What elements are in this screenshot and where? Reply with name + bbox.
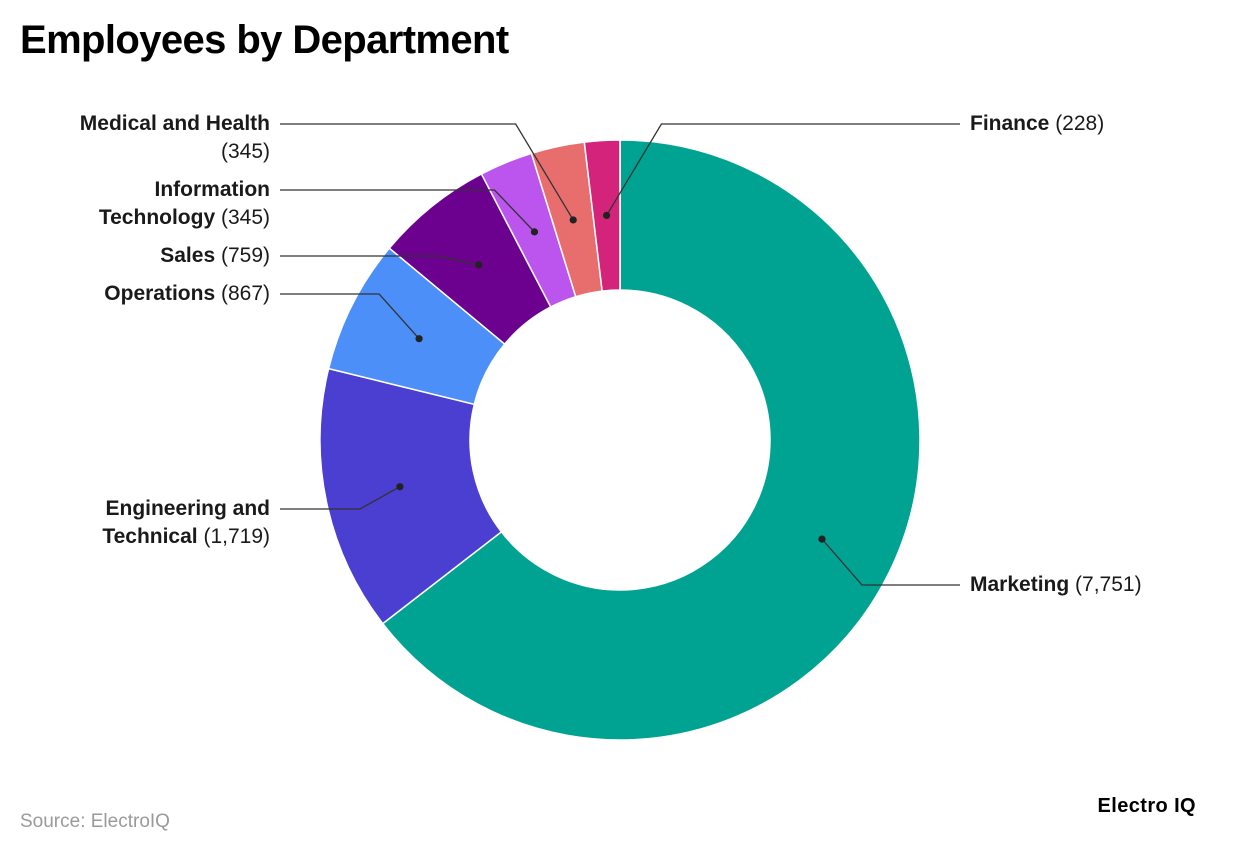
label-name: Technology [99,206,216,229]
label-sales-line-1: Sales (759) [160,244,270,267]
leader-dot-sales [475,261,483,269]
label-information-technology-line-2: Technology (345) [99,206,270,229]
label-information-technology-line-1: Information [155,178,271,201]
label-medical-and-health-line-2: (345) [221,140,270,163]
label-value: (7,751) [1069,573,1141,596]
leader-dot-finance [602,211,611,219]
leader-dot-operations [415,335,423,343]
label-marketing-line-1: Marketing (7,751) [970,573,1142,596]
source-note: Source: ElectroIQ [20,811,170,832]
label-name: Engineering and [105,497,270,520]
leader-dot-medical-and-health [569,216,577,224]
slices-group [319,139,921,741]
slice-finance [583,139,621,292]
label-value: (345) [221,140,270,163]
slice-marketing [381,139,921,741]
label-value: (867) [215,282,270,305]
leader-line-information-technology [280,189,535,233]
leader-line-sales [280,255,479,266]
label-value: (759) [215,244,270,267]
label-finance-line-1: Finance (228) [970,112,1104,135]
labels-group: Marketing (7,751) Engineering and Technica… [80,112,1142,596]
label-value: (345) [215,206,270,229]
label-name: Technical [102,525,197,548]
leader-line-medical-and-health [280,123,574,221]
leader-line-marketing [821,538,960,586]
label-name: Finance [970,112,1049,135]
label-engineering-and-technical-line-1: Engineering and [105,497,270,520]
slice-engineering-and-technical [319,367,503,625]
leader-line-engineering-and-technical [280,486,401,510]
label-name: Information [155,178,271,201]
label-name: Sales [160,244,215,267]
leader-dot-engineering-and-technical [396,483,404,491]
label-engineering-and-technical-line-2: Technical (1,719) [102,525,270,548]
label-name: Operations [104,282,215,305]
leader-lines-group [280,123,960,586]
label-value: (228) [1049,112,1104,135]
label-medical-and-health-line-1: Medical and Health [80,112,270,135]
leader-line-operations [280,293,420,340]
leader-dot-marketing [818,535,826,543]
brand-logo: Electro IQ [1097,795,1196,817]
label-name: Marketing [970,573,1069,596]
label-operations-line-1: Operations (867) [104,282,270,305]
leader-dot-information-technology [530,228,539,236]
leader-line-finance [606,123,960,216]
chart-title: Employees by Department [20,18,509,62]
label-name: Medical and Health [80,112,270,135]
label-value: (1,719) [198,525,270,548]
